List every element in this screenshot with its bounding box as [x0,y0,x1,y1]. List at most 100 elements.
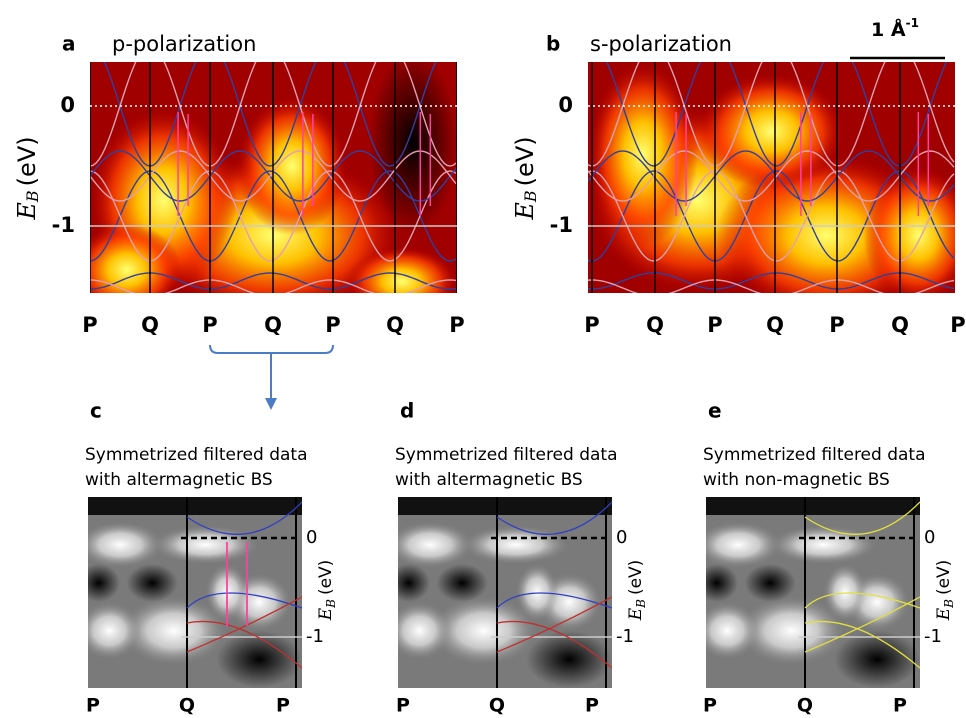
dark-band [398,497,612,515]
y-tick-label: 0 [306,527,317,548]
axis-symbol: E [511,202,539,221]
x-tick-label: Q [264,313,282,337]
axis-unit: (eV) [13,136,41,186]
y-axis-label: EB (eV) [511,136,540,220]
y-tick-label: -1 [306,626,324,647]
axis-symbol: E [316,607,336,621]
bright [706,521,781,568]
x-tick-label: Q [141,313,159,337]
dark [834,630,920,688]
intensity [863,165,955,293]
panel: d Symmetrized filtered data with altermagn… [395,399,648,717]
y-axis-label: EB (eV) [934,560,956,622]
data-image [398,497,612,688]
x-tick-label: P [829,313,844,337]
band [496,596,612,653]
y-tick-label: -1 [52,213,75,237]
dark [526,630,612,688]
panel-title: s-polarization [590,32,732,56]
bright [398,521,473,568]
band [496,620,612,669]
scale-bar-label: 1 Å-1 [871,16,919,41]
band [588,170,955,262]
axis-unit: (eV) [511,136,539,186]
y-tick-label: -1 [550,213,573,237]
dark [88,563,121,603]
dark [126,563,178,603]
axis-sub: B [634,599,648,609]
dark [706,563,739,603]
band [588,170,955,262]
y-tick-label: 0 [60,93,75,117]
dark [216,630,302,688]
scale-bar: 1 Å-1 [850,16,945,60]
bright [738,596,846,666]
bright [398,602,452,660]
bright [770,525,878,564]
bright [88,602,142,660]
x-tick-label: P [449,313,464,337]
data-image [706,497,920,688]
x-tick-label: Q [489,695,505,717]
x-tick-label: Q [179,695,195,717]
panel-label: b [546,32,560,56]
axis-sub: B [942,599,956,609]
bright [120,596,228,666]
panel-title: Symmetrized filtered data [703,445,926,465]
axis-sub: B [324,599,338,609]
panel: e Symmetrized filtered data with non-magne… [703,399,956,717]
band [186,592,302,609]
y-axis-label: EB (eV) [13,136,42,220]
bright [152,525,260,564]
dark [744,563,796,603]
bright [430,596,538,666]
panel-label: a [62,32,76,56]
axis-sub: B [23,190,42,203]
x-tick-label: P [584,313,599,337]
dark [436,563,488,603]
axis-unit: (eV) [626,560,646,595]
band [186,501,302,535]
arrow-head [265,398,277,410]
data-image [90,62,457,293]
axis-symbol: E [626,607,646,621]
band [804,501,920,535]
axis-unit: (eV) [316,560,336,595]
panel-label: e [708,399,722,423]
bright [706,602,760,660]
intensity [698,73,845,190]
scale-text: 1 Å [871,17,906,41]
x-tick-label: P [893,695,907,717]
bracket-line [209,344,334,354]
y-axis-label: EB (eV) [626,560,648,622]
panel-title: p-polarization [112,32,256,56]
panel: c Symmetrized filtered data with altermagn… [85,399,338,717]
x-tick-label: P [202,313,217,337]
band [804,620,920,669]
x-tick-label: Q [646,313,664,337]
panel-title: Symmetrized filtered data [85,445,308,465]
x-tick-label: P [585,695,599,717]
band [496,501,612,535]
axis-sub: B [521,190,540,203]
panel-title: Symmetrized filtered data [395,445,618,465]
y-tick-label: 0 [616,527,627,548]
band [496,592,612,609]
band [588,150,955,202]
band [588,150,955,202]
dark-band [88,497,302,515]
bright [462,525,570,564]
x-tick-label: Q [386,313,404,337]
x-tick-label: Q [891,313,909,337]
panel-title: with altermagnetic BS [85,470,273,490]
y-tick-label: 0 [924,527,935,548]
x-tick-label: P [86,695,100,717]
intensity [90,223,182,293]
data-image [588,62,955,293]
band [186,620,302,669]
x-tick-label: P [396,695,410,717]
panel-title: with non-magnetic BS [703,470,890,490]
y-tick-label: -1 [616,626,634,647]
axis-symbol: E [13,202,41,221]
y-axis-label: EB (eV) [316,560,338,622]
